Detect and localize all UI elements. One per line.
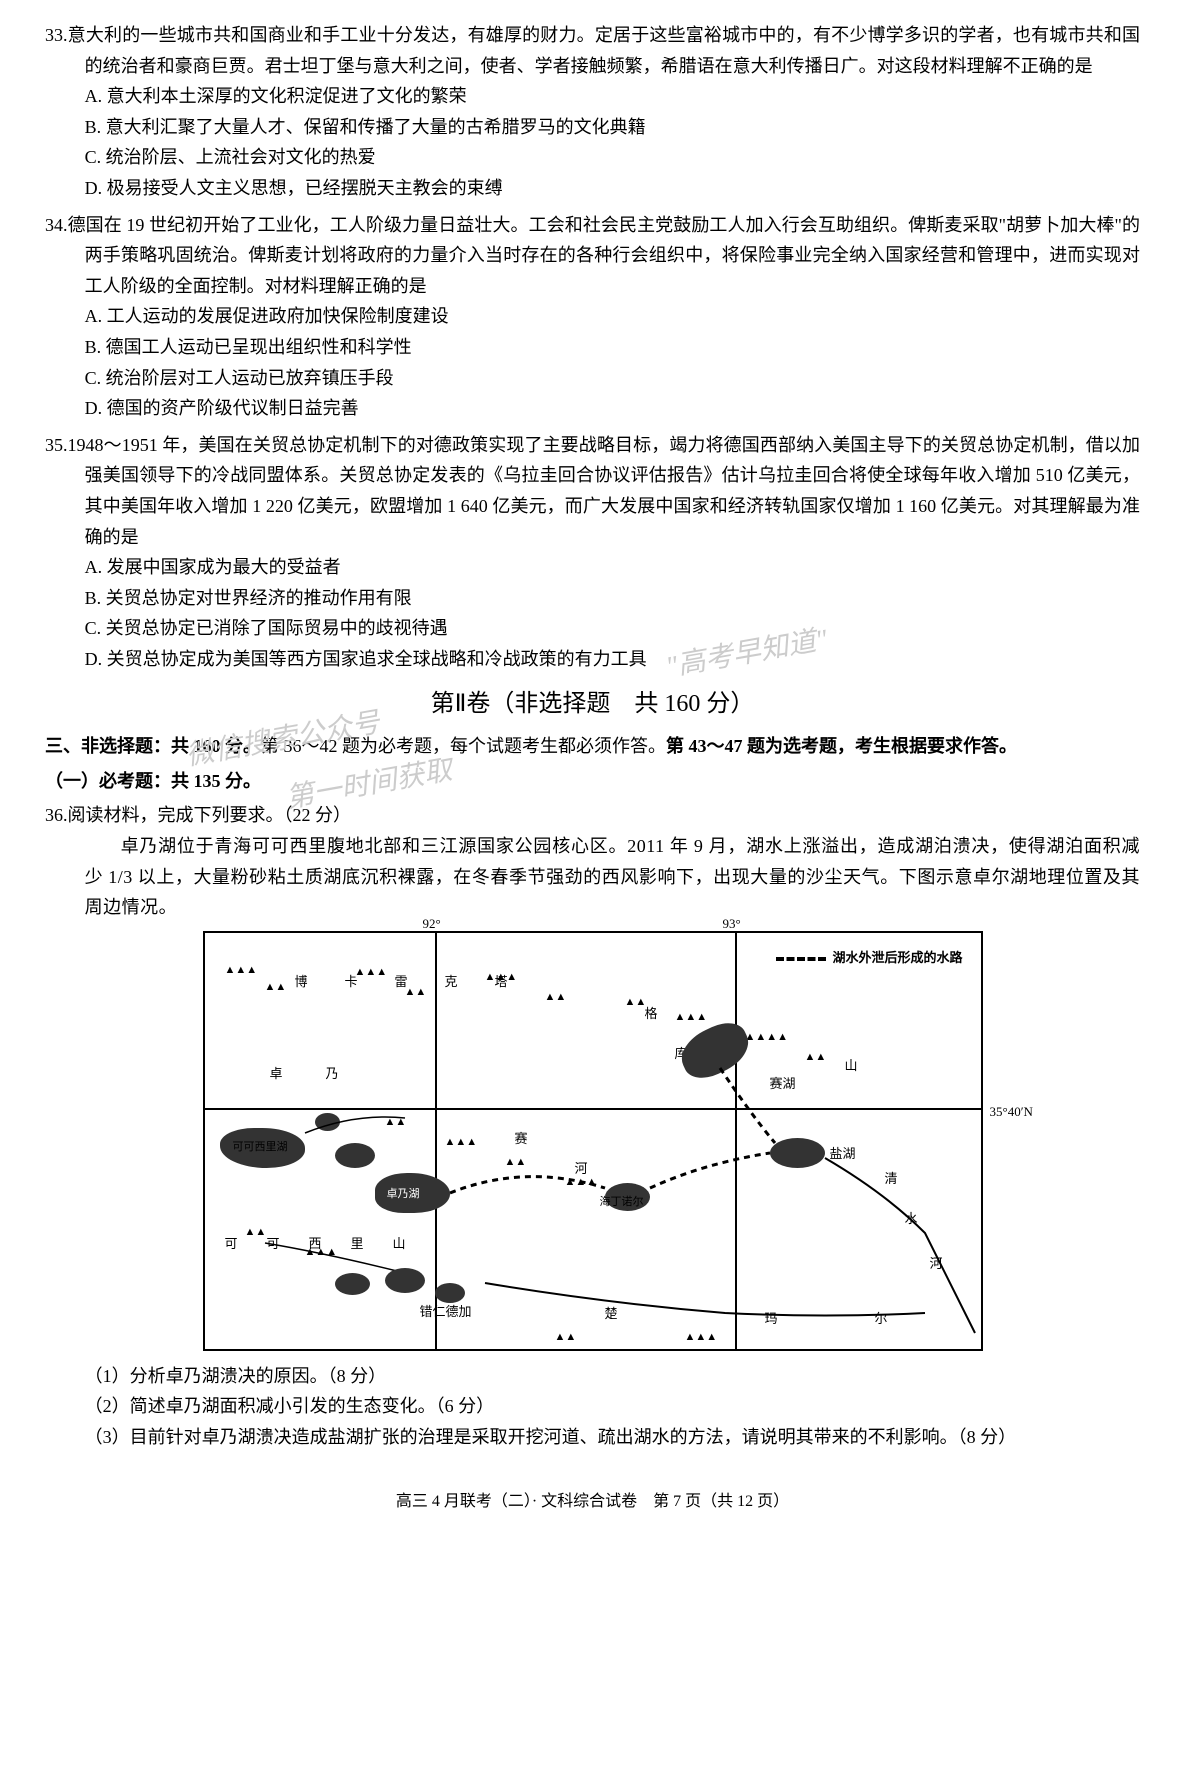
label-kekexili: 可可西里湖 [233, 1138, 288, 1157]
label-ge: 格 [645, 1003, 658, 1025]
mountain-icon: ▲▲ [265, 978, 287, 997]
q34-opt-d: D. 德国的资产阶级代议制日益完善 [85, 393, 1140, 424]
map-lon-93 [735, 933, 737, 1349]
q35-opt-b: B. 关贸总协定对世界经济的推动作用有限 [85, 583, 1140, 614]
map-paths [205, 933, 981, 1349]
q36-passage: 卓乃湖位于青海可可西里腹地北部和三江源国家公园核心区。2011 年 9 月，湖水… [45, 831, 1140, 923]
q34-text: 德国在 19 世纪初开始了工业化，工人阶级力量日益壮大。工会和社会民主党鼓励工人… [68, 215, 1141, 296]
label-ma: 玛 [765, 1308, 778, 1330]
q35-text: 1948～1951 年，美国在关贸总协定机制下的对德政策实现了主要战略目标，竭力… [68, 435, 1141, 547]
q33-opt-d: D. 极易接受人文主义思想，已经摆脱天主教会的束缚 [85, 173, 1140, 204]
legend-line-icon [776, 957, 826, 961]
label-zhuonai: 卓 乃 [270, 1063, 354, 1085]
lake-small [435, 1283, 465, 1303]
lake-small [335, 1273, 370, 1295]
label-he2: 河 [930, 1253, 943, 1275]
mountain-icon: ▲▲▲ [675, 1008, 708, 1027]
q36-sub1: （1）分析卓乃湖溃决的原因。（8 分） [90, 1361, 1140, 1392]
question-36: 36.阅读材料，完成下列要求。（22 分） 卓乃湖位于青海可可西里腹地北部和三江… [45, 800, 1140, 1452]
mountain-icon: ▲▲ [505, 1153, 527, 1172]
q34-opt-b: B. 德国工人运动已呈现出组织性和科学性 [85, 332, 1140, 363]
q34-stem: 34.德国在 19 世纪初开始了工业化，工人阶级力量日益壮大。工会和社会民主党鼓… [45, 210, 1140, 302]
lake-small [315, 1113, 340, 1131]
map-lon1-label: 92° [423, 913, 441, 935]
label-qing: 清 [885, 1168, 898, 1190]
mountain-icon: ▲▲ [805, 1048, 827, 1067]
map-lat-line [205, 1108, 981, 1110]
lake-small [335, 1143, 375, 1168]
question-35: 35.1948～1951 年，美国在关贸总协定机制下的对德政策实现了主要战略目标… [45, 430, 1140, 675]
q34-num: 34. [45, 215, 68, 235]
q36-num: 36. [45, 805, 68, 825]
q36-intro-text: 阅读材料，完成下列要求。（22 分） [68, 805, 352, 825]
legend-text: 湖水外泄后形成的水路 [832, 950, 962, 965]
q33-text: 意大利的一些城市共和国商业和手工业十分发达，有雄厚的财力。定居于这些富裕城市中的… [68, 25, 1141, 76]
label-er: 尔 [875, 1308, 888, 1330]
label-bokaleike: 博 卡 雷 克 塔 [295, 971, 520, 993]
mountain-icon: ▲▲ [555, 1328, 577, 1347]
label-saihu: 赛湖 [770, 1073, 796, 1095]
mountain-icon: ▲▲ [385, 1113, 407, 1132]
section-2-title: 第Ⅱ卷（非选择题 共 160 分） [45, 684, 1140, 725]
map-lat1-label: 35°40′N [990, 1101, 1033, 1123]
q33-options: A. 意大利本土深厚的文化积淀促进了文化的繁荣 B. 意大利汇聚了大量人才、保留… [45, 81, 1140, 203]
lake-yanhu [770, 1138, 825, 1168]
q33-opt-c: C. 统治阶层、上流社会对文化的热爱 [85, 142, 1140, 173]
label-haiding: 海丁诺尔 [600, 1193, 644, 1212]
question-33: 33.意大利的一些城市共和国商业和手工业十分发达，有雄厚的财力。定居于这些富裕城… [45, 20, 1140, 204]
q35-num: 35. [45, 435, 68, 455]
intro-mid: 第 36～42 题为必考题，每个试题考生都必须作答。 [261, 736, 666, 756]
q34-opt-a: A. 工人运动的发展促进政府加快保险制度建设 [85, 301, 1140, 332]
section-2-sub: （一）必考题：共 135 分。 [45, 766, 1140, 797]
q35-opt-a: A. 发展中国家成为最大的受益者 [85, 552, 1140, 583]
map-lon2-label: 93° [723, 913, 741, 935]
q33-num: 33. [45, 25, 68, 45]
label-kekexili-mt: 可 可 西 里 山 [225, 1233, 414, 1255]
mountain-icon: ▲▲▲ [685, 1328, 718, 1347]
label-he: 河 [575, 1158, 588, 1180]
q34-options: A. 工人运动的发展促进政府加快保险制度建设 B. 德国工人运动已呈现出组织性和… [45, 301, 1140, 423]
mountain-icon: ▲▲ [545, 988, 567, 1007]
label-zhuonaihu: 卓乃湖 [387, 1185, 420, 1204]
map-lon-92 [435, 933, 437, 1349]
q36-sub2: （2）简述卓乃湖面积减小引发的生态变化。（6 分） [90, 1391, 1140, 1422]
q36-sub3: （3）目前针对卓乃湖溃决造成盐湖扩张的治理是采取开挖河道、疏出湖水的方法，请说明… [90, 1422, 1140, 1453]
q34-opt-c: C. 统治阶层对工人运动已放弃镇压手段 [85, 363, 1140, 394]
q33-opt-a: A. 意大利本土深厚的文化积淀促进了文化的繁荣 [85, 81, 1140, 112]
mountain-icon: ▲▲ [625, 993, 647, 1012]
map-legend: 湖水外泄后形成的水路 [768, 943, 970, 973]
q33-stem: 33.意大利的一些城市共和国商业和手工业十分发达，有雄厚的财力。定居于这些富裕城… [45, 20, 1140, 81]
intro-suffix: 第 43～47 题为选考题，考生根据要求作答。 [666, 736, 1017, 756]
label-yanhu: 盐湖 [830, 1143, 856, 1165]
lake-small [385, 1268, 425, 1293]
section-2-intro: 三、非选择题：共 160 分。第 36～42 题为必考题，每个试题考生都必须作答… [45, 731, 1140, 762]
q36-intro: 36.阅读材料，完成下列要求。（22 分） [45, 800, 1140, 831]
label-cuorendejia: 错仁德加 [420, 1301, 472, 1323]
q35-opt-d: D. 关贸总协定成为美国等西方国家追求全球战略和冷战政策的有力工具 [85, 644, 1140, 675]
q35-options: A. 发展中国家成为最大的受益者 B. 关贸总协定对世界经济的推动作用有限 C.… [45, 552, 1140, 674]
q33-opt-b: B. 意大利汇聚了大量人才、保留和传播了大量的古希腊罗马的文化典籍 [85, 112, 1140, 143]
label-shui: 水 [905, 1208, 918, 1230]
mountain-icon: ▲▲▲ [445, 1133, 478, 1152]
question-34: 34.德国在 19 世纪初开始了工业化，工人阶级力量日益壮大。工会和社会民主党鼓… [45, 210, 1140, 424]
q35-opt-c: C. 关贸总协定已消除了国际贸易中的歧视待遇 [85, 613, 1140, 644]
label-shan: 山 [845, 1055, 858, 1077]
mountain-icon: ▲▲▲ [225, 961, 258, 980]
label-sai: 赛 [515, 1128, 528, 1150]
q35-stem: 35.1948～1951 年，美国在关贸总协定机制下的对德政策实现了主要战略目标… [45, 430, 1140, 552]
intro-prefix: 三、非选择题：共 160 分。 [45, 736, 261, 756]
page-footer: 高三 4 月联考（二）· 文科综合试卷 第 7 页（共 12 页） [45, 1488, 1140, 1515]
map-figure: 92° 93° 35°40′N 湖水外泄后形成的水路 ▲▲▲ ▲▲ ▲▲▲ ▲▲… [203, 931, 983, 1351]
mountain-icon: ▲▲▲▲ [745, 1028, 789, 1047]
label-chu: 楚 [605, 1303, 618, 1325]
